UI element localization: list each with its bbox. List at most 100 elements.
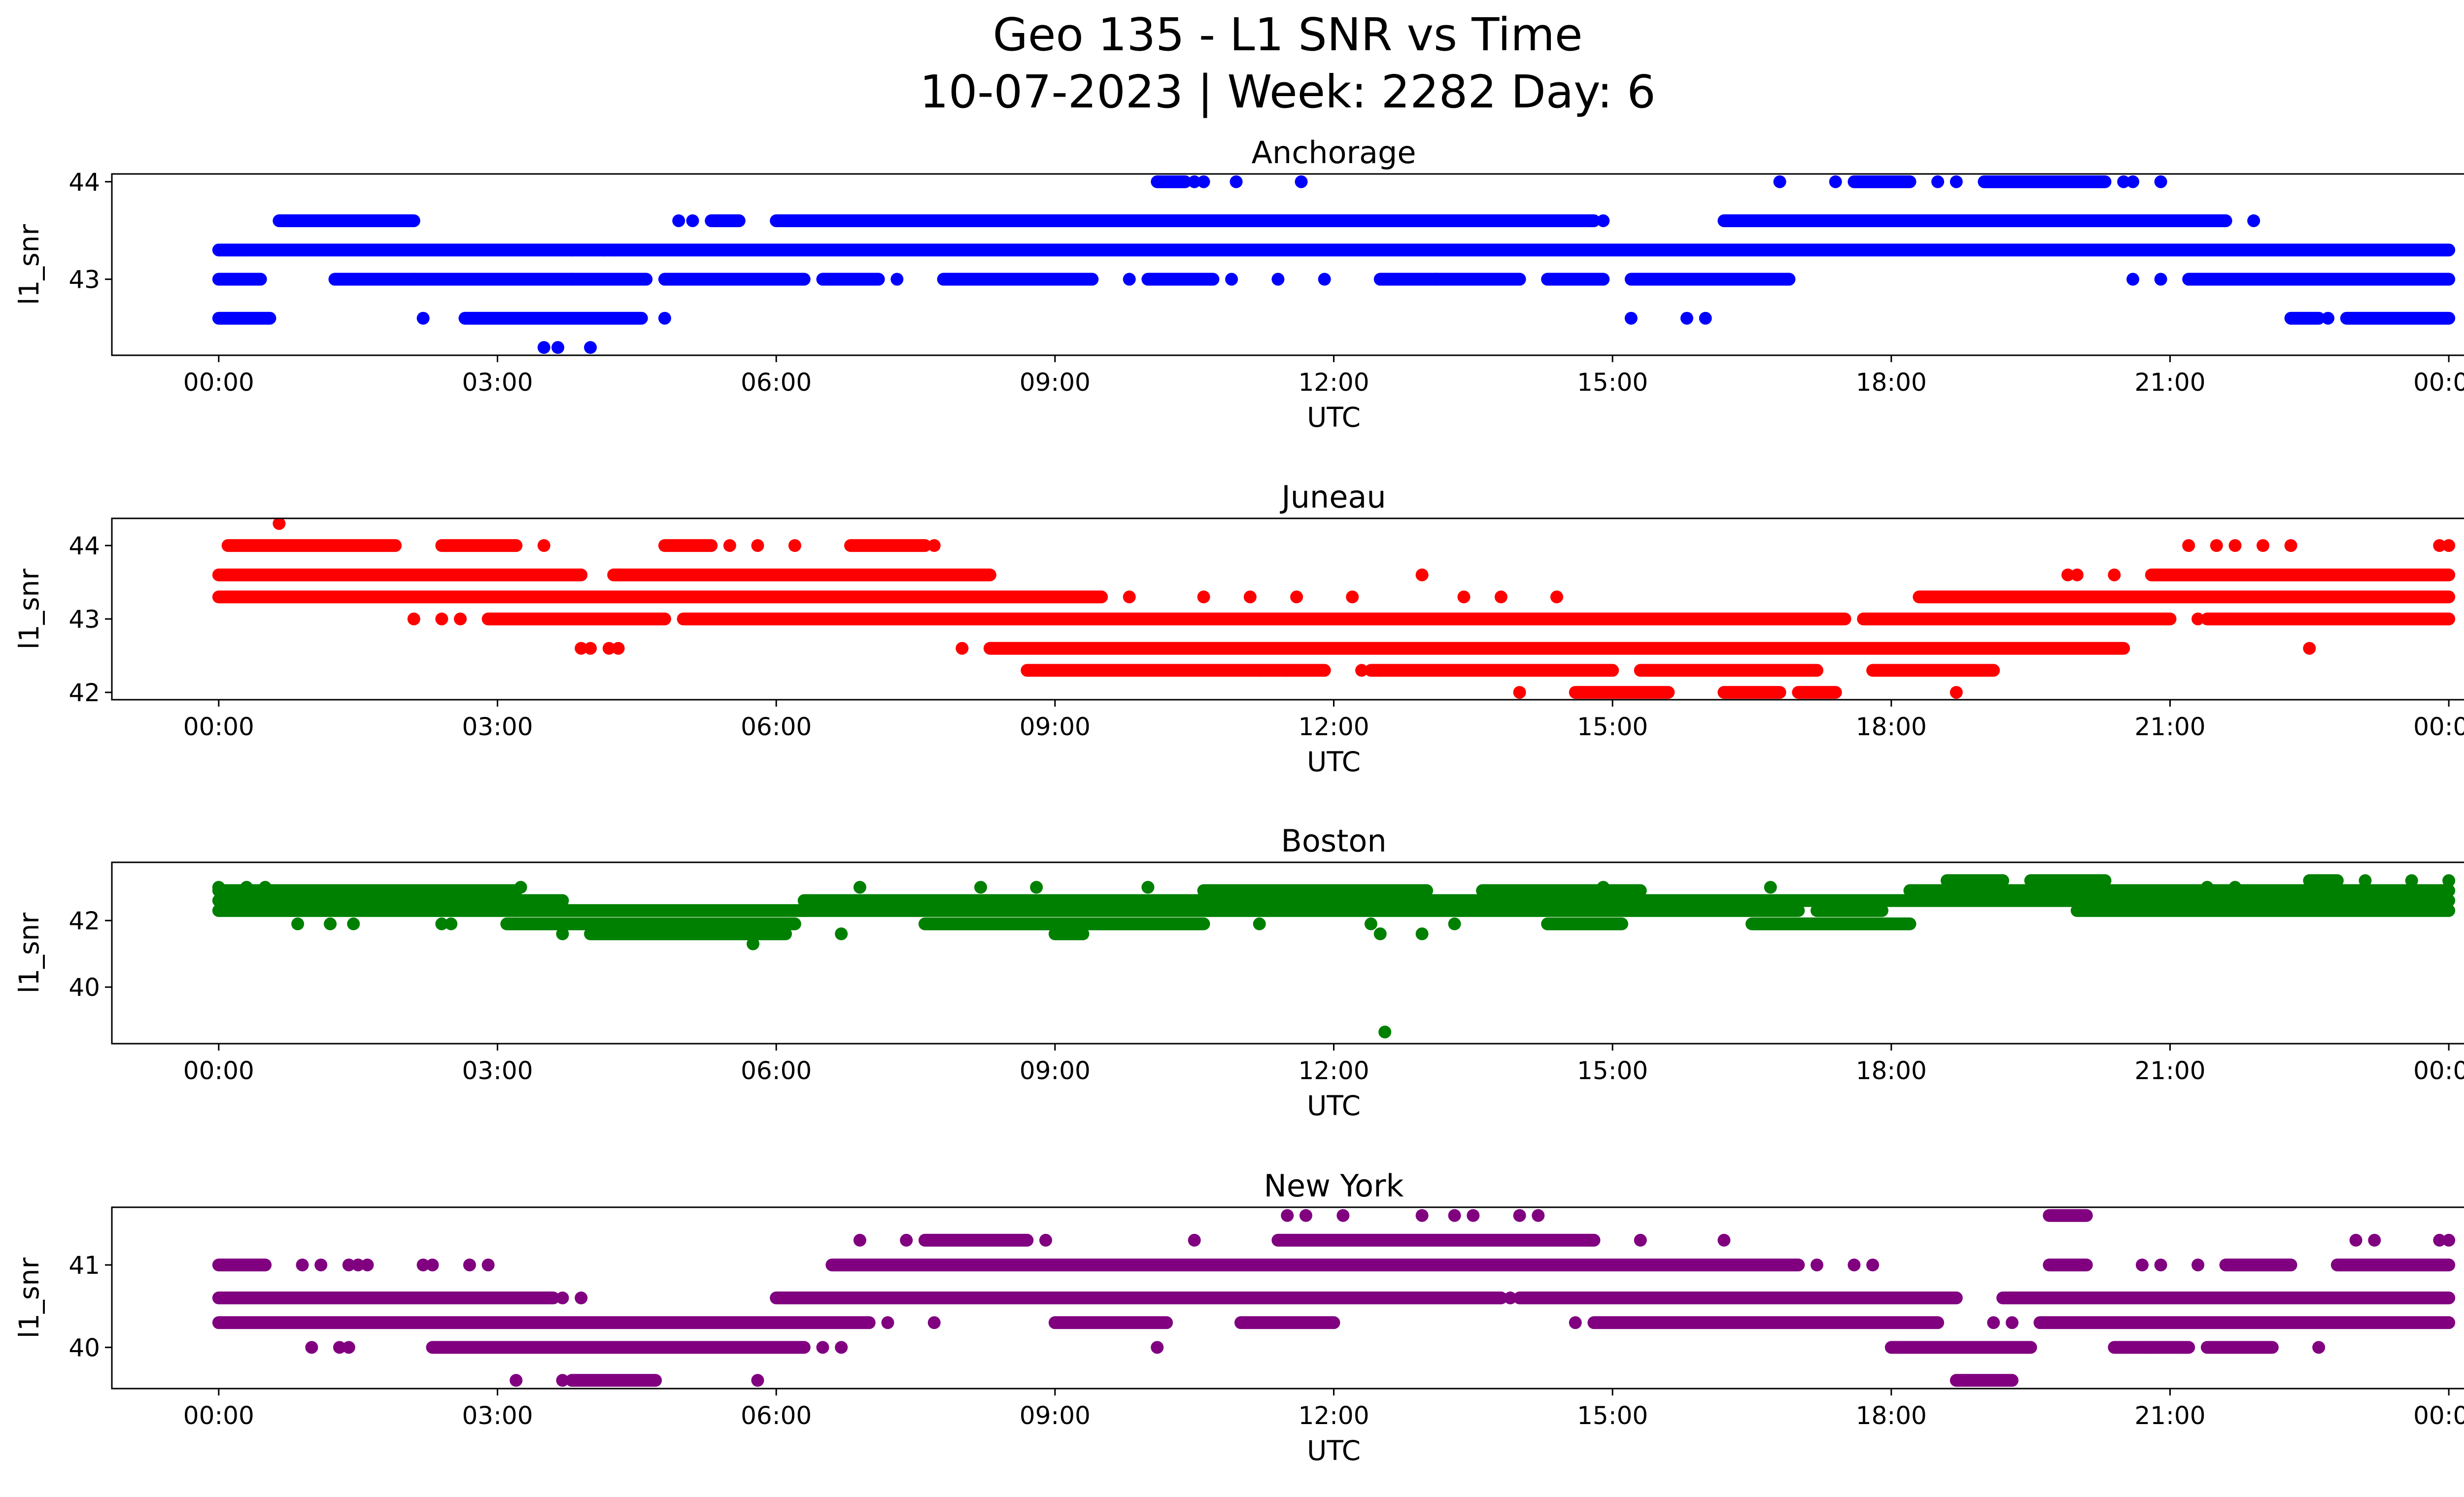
data-point <box>2191 612 2205 626</box>
data-point <box>2312 1341 2326 1354</box>
data-point <box>305 1341 318 1354</box>
x-axis-label: UTC <box>1307 1435 1361 1466</box>
data-point <box>1355 664 1369 677</box>
data-point <box>2219 612 2232 626</box>
data-point <box>273 518 286 530</box>
data-point <box>1346 590 1359 604</box>
data-point <box>2433 1233 2446 1247</box>
data-point <box>2312 612 2326 626</box>
data-point <box>1494 590 1507 604</box>
data-point <box>435 917 448 930</box>
data-point <box>1680 311 1694 325</box>
data-marks <box>212 874 2456 1039</box>
data-point <box>598 243 611 257</box>
x-tick-label: 06:00 <box>741 713 812 741</box>
x-tick-label: 03:00 <box>462 713 533 741</box>
panel-anchorage: Anchorage 43 44 00:00 03:00 06:00 09:00 12:00 15… <box>13 135 2464 433</box>
x-tick-label: 15:00 <box>1577 1401 1648 1430</box>
data-point <box>1448 917 1461 930</box>
data-point <box>1448 1209 1461 1222</box>
y-axis-label: l1_snr <box>13 224 45 305</box>
data-point <box>537 539 550 552</box>
data-point <box>2182 539 2195 552</box>
data-point <box>890 272 904 286</box>
data-point <box>1848 1259 1861 1272</box>
data-point <box>1569 1316 1582 1329</box>
panel-title: New York <box>1264 1168 1404 1204</box>
data-point <box>2405 874 2418 887</box>
x-tick-label: 15:00 <box>1577 1056 1648 1085</box>
data-point <box>1829 175 1842 188</box>
data-point <box>2154 175 2167 188</box>
data-point <box>723 539 736 552</box>
data-point <box>1373 927 1387 941</box>
x-axis-label: UTC <box>1307 746 1361 778</box>
data-point <box>2284 612 2297 626</box>
data-point <box>658 311 671 325</box>
data-point <box>747 937 760 951</box>
x-tick-label: 06:00 <box>741 1401 812 1430</box>
data-point <box>1950 175 1963 188</box>
data-point <box>2433 539 2446 552</box>
data-point <box>1810 1259 1823 1272</box>
data-point <box>556 927 569 941</box>
data-point <box>296 1259 309 1272</box>
x-tick-label: 18:00 <box>1856 368 1927 397</box>
data-point <box>1123 590 1136 604</box>
y-tick-label: 43 <box>68 605 100 634</box>
x-tick-label: 21:00 <box>2134 713 2205 741</box>
data-point <box>2108 568 2121 581</box>
data-point <box>1336 1209 1350 1222</box>
x-tick-label: 00:00 <box>2413 713 2464 741</box>
data-point <box>1030 881 1043 894</box>
x-tick-label: 03:00 <box>462 1056 533 1085</box>
x-tick-label: 09:00 <box>1020 1056 1091 1085</box>
data-marks <box>212 518 2456 699</box>
data-point <box>575 1292 588 1304</box>
data-point <box>2228 539 2242 552</box>
data-point <box>481 1259 495 1272</box>
x-axis-label: UTC <box>1307 402 1361 433</box>
y-tick-label: 44 <box>68 168 100 197</box>
data-point <box>342 1259 355 1272</box>
data-point <box>1931 175 1945 188</box>
x-tick-label: 21:00 <box>2134 1401 2205 1430</box>
data-point <box>556 1374 569 1387</box>
data-point <box>291 917 305 930</box>
x-tick-label: 00:00 <box>2413 1401 2464 1430</box>
data-point <box>2154 1259 2167 1272</box>
data-point <box>2061 568 2075 581</box>
data-point <box>584 642 597 655</box>
data-point <box>1295 175 1308 188</box>
data-point <box>407 612 420 626</box>
figure-title-line1: Geo 135 - L1 SNR vs Time <box>993 8 1583 61</box>
y-tick-label: 40 <box>68 973 100 1002</box>
data-point <box>1197 590 1210 604</box>
data-point <box>1467 1209 1480 1222</box>
x-tick-label: 15:00 <box>1577 713 1648 741</box>
data-point <box>1987 1316 2000 1329</box>
data-point <box>1364 917 1377 930</box>
x-tick-label: 21:00 <box>2134 368 2205 397</box>
x-tick-label: 09:00 <box>1020 368 1091 397</box>
data-point <box>853 881 866 894</box>
data-point <box>853 1233 866 1247</box>
y-tick-label: 44 <box>68 532 100 560</box>
data-point <box>1866 1259 1880 1272</box>
x-tick-label: 00:00 <box>183 713 254 741</box>
x-tick-label: 00:00 <box>2413 1056 2464 1085</box>
data-point <box>584 341 597 354</box>
data-point <box>2442 539 2456 552</box>
data-point <box>556 1292 569 1304</box>
x-tick-label: 15:00 <box>1577 368 1648 397</box>
data-point <box>1290 590 1303 604</box>
data-point <box>1513 1209 1526 1222</box>
panel-title: Anchorage <box>1251 135 1416 170</box>
data-point <box>1597 214 1610 227</box>
data-point <box>2228 881 2242 894</box>
data-point <box>1151 1341 1164 1354</box>
data-point <box>2247 214 2260 227</box>
panel-title: Boston <box>1281 823 1386 859</box>
